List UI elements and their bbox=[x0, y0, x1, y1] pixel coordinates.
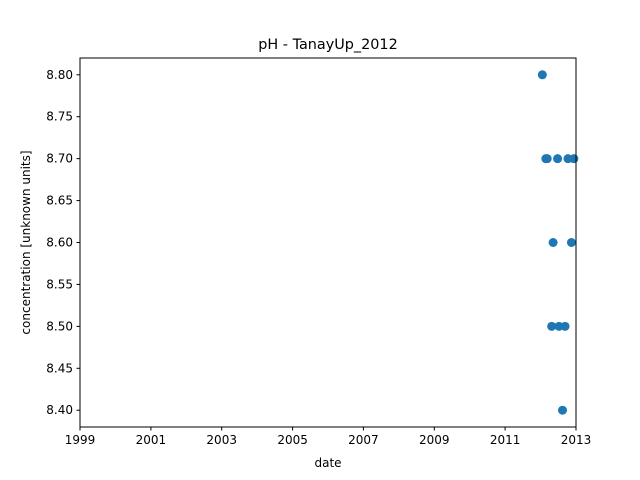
x-tick-label: 2007 bbox=[348, 433, 379, 447]
data-point bbox=[560, 321, 570, 331]
y-tick-label: 8.80 bbox=[46, 68, 73, 82]
x-tick-label: 1999 bbox=[65, 433, 96, 447]
data-points bbox=[537, 70, 579, 415]
data-point bbox=[566, 238, 576, 247]
y-tick-label: 8.65 bbox=[46, 194, 73, 208]
data-point bbox=[548, 238, 558, 247]
data-point bbox=[542, 154, 552, 164]
y-tick-label: 8.55 bbox=[46, 277, 73, 291]
data-point bbox=[569, 154, 579, 164]
data-point bbox=[553, 154, 563, 164]
x-axis: 1999 2001 2003 2005 2007 2009 2011 2013 bbox=[65, 427, 592, 447]
x-tick-label: 2003 bbox=[206, 433, 237, 447]
plot-frame bbox=[79, 57, 577, 428]
y-tick-label: 8.60 bbox=[46, 236, 73, 250]
data-point bbox=[558, 405, 568, 415]
data-point bbox=[537, 70, 547, 80]
x-tick-label: 2001 bbox=[136, 433, 167, 447]
chart-title: pH - TanayUp_2012 bbox=[258, 37, 397, 53]
y-tick-label: 8.75 bbox=[46, 110, 73, 124]
y-tick-label: 8.40 bbox=[46, 403, 73, 417]
y-tick-label: 8.50 bbox=[46, 319, 73, 333]
x-tick-label: 2005 bbox=[277, 433, 308, 447]
x-tick-label: 2011 bbox=[490, 433, 521, 447]
x-tick-label: 2009 bbox=[419, 433, 450, 447]
x-tick-label: 2013 bbox=[561, 433, 592, 447]
x-axis-label: date bbox=[314, 456, 341, 470]
y-tick-label: 8.45 bbox=[46, 361, 73, 375]
y-tick-label: 8.70 bbox=[46, 152, 73, 166]
y-axis: 8.40 8.45 8.50 8.55 8.60 8.65 8.70 8.75 8.80 bbox=[46, 68, 80, 417]
y-axis-label: concentration [unknown units] bbox=[19, 150, 33, 334]
data-point bbox=[547, 321, 557, 331]
